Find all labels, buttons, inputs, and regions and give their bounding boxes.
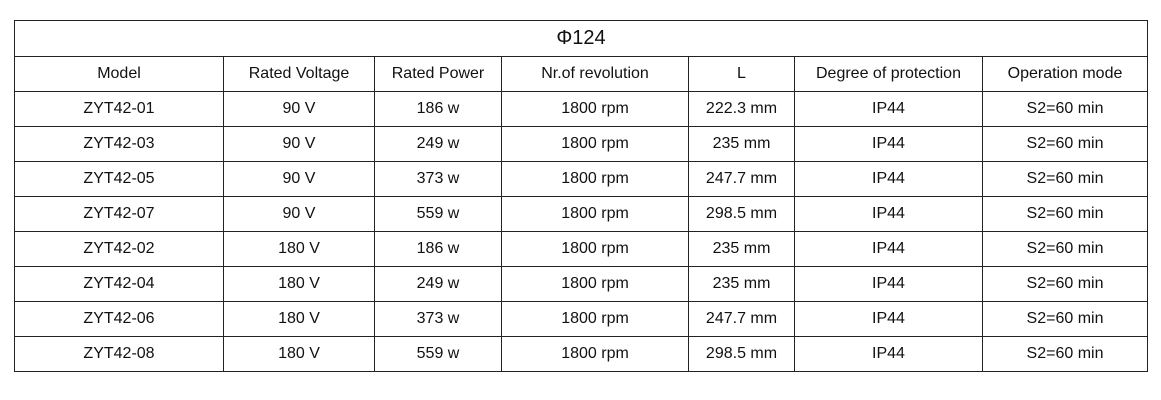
table-cell: 186 w [374,231,502,267]
table-cell: 373 w [374,161,502,197]
column-header: Rated Power [374,56,502,92]
table-cell: S2=60 min [981,196,1149,232]
table-cell: 1800 rpm [501,231,689,267]
table-cell: 1800 rpm [501,91,689,127]
table-cell: 247.7 mm [688,161,795,197]
table-cell: IP44 [794,161,983,197]
table-cell: 222.3 mm [688,91,795,127]
table-cell: IP44 [794,126,983,162]
column-header: Degree of protection [794,56,983,92]
column-header: Rated Voltage [223,56,375,92]
table-cell: 249 w [374,126,502,162]
table-row: ZYT42-01 90 V 186 w 1800 rpm 222.3 mm IP44 S2=… [14,91,1149,127]
table-cell: 235 mm [688,231,795,267]
title-row: Φ124 [13,20,1149,57]
table-cell: 235 mm [688,266,795,302]
table-cell: 90 V [223,91,375,127]
table-cell: ZYT42-08 [14,336,224,372]
table-cell: 235 mm [688,126,795,162]
header-row: Model Rated Voltage Rated Power Nr.of revol… [14,56,1149,92]
table-cell: 1800 rpm [501,301,689,337]
table-cell: 1800 rpm [501,126,689,162]
table-cell: 90 V [223,161,375,197]
table-cell: 559 w [374,196,502,232]
table-cell: 249 w [374,266,502,302]
table-cell: IP44 [794,266,983,302]
table-cell: 1800 rpm [501,196,689,232]
column-header: Nr.of revolution [501,56,689,92]
table-cell: IP44 [794,336,983,372]
table-cell: S2=60 min [981,266,1149,302]
column-header: Operation mode [981,56,1149,92]
table-cell: ZYT42-03 [14,126,224,162]
table-row: ZYT42-06 180 V 373 w 1800 rpm 247.7 mm IP44 S2… [14,301,1149,337]
table-cell: 559 w [374,336,502,372]
table-row: ZYT42-07 90 V 559 w 1800 rpm 298.5 mm IP44 S2=… [14,196,1149,232]
spec-table: Φ124 Model Rated Voltage Rated Power Nr.of … [13,20,1149,372]
table-cell: 180 V [223,336,375,372]
table-cell: 298.5 mm [688,196,795,232]
column-header: L [688,56,795,92]
table-cell: 90 V [223,126,375,162]
table-body: ZYT42-01 90 V 186 w 1800 rpm 222.3 mm IP44 S2=… [14,91,1149,372]
table-cell: ZYT42-01 [14,91,224,127]
table-cell: ZYT42-07 [14,196,224,232]
table-row: ZYT42-02 180 V 186 w 1800 rpm 235 mm IP44 S2=6… [14,231,1149,267]
table-cell: 180 V [223,231,375,267]
table-row: ZYT42-08 180 V 559 w 1800 rpm 298.5 mm IP44 S2… [14,336,1149,372]
table-row: ZYT42-05 90 V 373 w 1800 rpm 247.7 mm IP44 S2=… [14,161,1149,197]
table-cell: 186 w [374,91,502,127]
table-row: ZYT42-03 90 V 249 w 1800 rpm 235 mm IP44 S2=60… [14,126,1149,162]
table-cell: IP44 [794,91,983,127]
table-cell: S2=60 min [981,231,1149,267]
table-title: Φ124 [13,20,1149,57]
table-row: ZYT42-04 180 V 249 w 1800 rpm 235 mm IP44 S2=6… [14,266,1149,302]
table-cell: IP44 [794,301,983,337]
table-cell: 298.5 mm [688,336,795,372]
table-cell: S2=60 min [981,161,1149,197]
table-cell: S2=60 min [981,126,1149,162]
table-cell: 180 V [223,301,375,337]
table-cell: 90 V [223,196,375,232]
table-cell: 1800 rpm [501,266,689,302]
table-cell: IP44 [794,231,983,267]
table-cell: IP44 [794,196,983,232]
table-cell: ZYT42-04 [14,266,224,302]
column-header: Model [14,56,224,92]
table-cell: ZYT42-02 [14,231,224,267]
table-cell: S2=60 min [981,301,1149,337]
table-cell: S2=60 min [981,91,1149,127]
table-cell: S2=60 min [981,336,1149,372]
table-cell: ZYT42-06 [14,301,224,337]
table-cell: 1800 rpm [501,161,689,197]
table-cell: 373 w [374,301,502,337]
table-cell: ZYT42-05 [14,161,224,197]
table-cell: 1800 rpm [501,336,689,372]
table-cell: 247.7 mm [688,301,795,337]
table-cell: 180 V [223,266,375,302]
